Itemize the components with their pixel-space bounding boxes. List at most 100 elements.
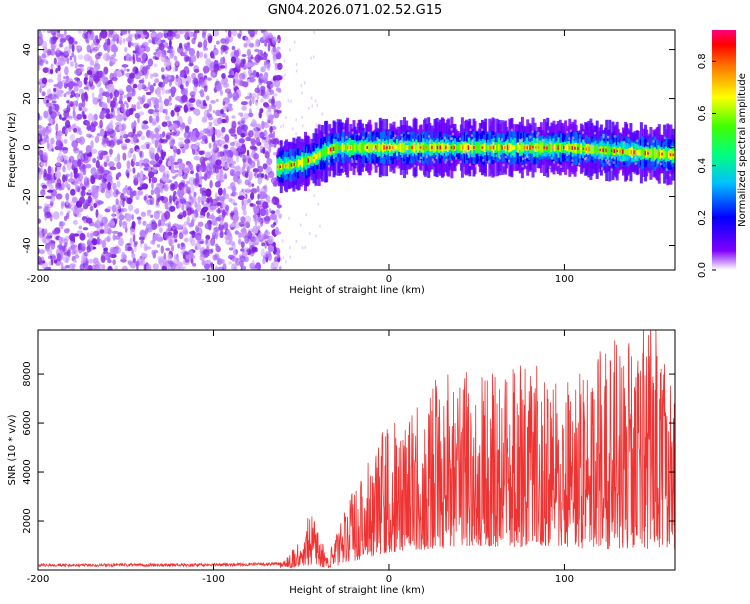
heatmap-noise-blob — [169, 48, 175, 57]
heatmap-noise-blob — [196, 227, 203, 237]
heatmap-noise-blob — [59, 51, 64, 55]
heatmap-halo-speckle — [469, 128, 472, 131]
colorbar-tick-label: 0.6 — [697, 106, 708, 122]
heatmap-noise-blob — [140, 211, 146, 217]
heatmap-noise-blob — [216, 129, 222, 139]
heatmap-noise-blob — [113, 89, 120, 98]
heatmap-noise-blob — [236, 156, 239, 163]
heatmap-ridge-cell — [466, 142, 468, 153]
heatmap-noise-blob — [224, 62, 228, 70]
heatmap-noise-blob — [222, 45, 229, 51]
heatmap-ridge-cell — [288, 160, 291, 171]
heatmap-speckle — [284, 73, 286, 77]
heatmap-noise-blob — [238, 221, 245, 227]
heatmap-ridge-cell — [390, 144, 393, 151]
heatmap-halo-speckle — [560, 165, 563, 168]
heatmap-noise-blob — [47, 266, 52, 270]
heatmap-halo-speckle — [572, 136, 575, 140]
heatmap-noise-blob — [251, 183, 255, 188]
heatmap-noise-blob — [106, 97, 111, 104]
heatmap-ridge-cell — [496, 142, 498, 153]
heatmap-noise-blob — [107, 83, 115, 93]
heatmap-noise-blob — [97, 150, 105, 157]
heatmap-ridge-cell — [290, 163, 293, 167]
heatmap-ridge-cell — [602, 148, 604, 152]
heatmap-noise-blob — [74, 62, 78, 69]
heatmap-noise-blob — [64, 30, 67, 36]
heatmap-noise-blob — [264, 151, 270, 159]
heatmap-noise-blob — [99, 119, 103, 128]
heatmap-noise-blob — [189, 185, 195, 194]
heatmap-noise-blob — [253, 205, 260, 215]
heatmap-halo-speckle — [487, 160, 490, 163]
heatmap-noise-blob — [143, 163, 150, 168]
heatmap-noise-blob — [108, 30, 114, 35]
heatmap-noise-blob — [45, 195, 53, 199]
heatmap-noise-blob — [183, 237, 189, 243]
heatmap-halo-speckle — [602, 133, 605, 137]
heatmap-noise-blob — [146, 129, 151, 138]
heatmap-noise-blob — [86, 245, 91, 253]
heatmap-ridge-cell — [578, 143, 581, 154]
heatmap-halo-speckle — [605, 159, 608, 162]
heatmap-halo-speckle — [612, 161, 615, 164]
heatmap-noise-blob — [139, 150, 145, 159]
heatmap-halo-speckle — [665, 168, 668, 171]
heatmap-noise-blob — [68, 36, 74, 45]
heatmap-noise-blob — [179, 265, 185, 270]
heatmap-noise-blob — [157, 46, 160, 51]
heatmap-noise-blob — [150, 189, 155, 196]
heatmap-noise-blob — [132, 42, 140, 48]
heatmap-noise-blob — [51, 100, 57, 104]
heatmap-halo-speckle — [597, 146, 600, 150]
heatmap-noise-blob — [143, 195, 147, 201]
heatmap-noise-blob — [224, 30, 228, 33]
heatmap-noise-blob — [163, 58, 171, 68]
heatmap-noise-blob — [140, 52, 147, 61]
heatmap-noise-blob — [114, 156, 119, 163]
heatmap-ridge-cell — [630, 150, 632, 155]
heatmap-noise-blob — [158, 164, 166, 173]
heatmap-noise-blob — [218, 223, 224, 232]
heatmap-noise-blob — [205, 188, 212, 197]
heatmap-noise-blob — [164, 115, 171, 121]
heatmap-noise-blob — [177, 141, 184, 148]
heatmap-noise-blob — [67, 178, 75, 183]
heatmap-noise-blob — [161, 265, 167, 270]
heatmap-noise-blob — [231, 120, 237, 129]
heatmap-noise-blob — [110, 248, 117, 254]
heatmap-noise-blob — [256, 71, 260, 78]
heatmap-noise-blob — [228, 30, 232, 36]
heatmap-ridge-cell — [325, 147, 328, 155]
heatmap-noise-blob — [237, 178, 242, 185]
heatmap-noise-blob — [42, 30, 46, 33]
heatmap-ridge-cell — [334, 143, 337, 154]
heatmap-ridge-cell — [278, 163, 281, 171]
heatmap-noise-blob — [69, 61, 74, 67]
heatmap-noise-blob — [271, 36, 277, 45]
heatmap-halo-speckle — [522, 157, 525, 161]
heatmap-noise-blob — [61, 117, 65, 121]
heatmap-noise-blob — [236, 126, 242, 136]
heatmap-ridge-cell — [404, 145, 407, 150]
heatmap-noise-blob — [77, 46, 82, 50]
heatmap-ridge-cell — [615, 147, 618, 156]
heatmap-noise-blob — [188, 97, 196, 103]
heatmap-noise-blob — [114, 136, 117, 141]
heatmap-noise-blob — [156, 110, 160, 117]
heatmap-noise-blob — [199, 51, 204, 58]
heatmap-noise-blob — [107, 161, 115, 168]
heatmap-noise-blob — [208, 214, 215, 220]
heatmap-noise-blob — [136, 148, 140, 153]
heatmap-noise-blob — [258, 232, 264, 240]
heatmap-noise-blob — [38, 115, 43, 121]
heatmap-noise-blob — [86, 153, 91, 157]
heatmap-ridge-cell — [599, 148, 601, 152]
heatmap-noise-blob — [124, 101, 128, 105]
heatmap-halo-speckle — [419, 160, 422, 163]
heatmap-speckle — [310, 96, 313, 100]
heatmap-noise-blob — [181, 203, 185, 211]
heatmap-noise-blob — [58, 81, 63, 89]
heatmap-noise-blob — [118, 219, 123, 228]
heatmap-noise-blob — [53, 57, 57, 65]
